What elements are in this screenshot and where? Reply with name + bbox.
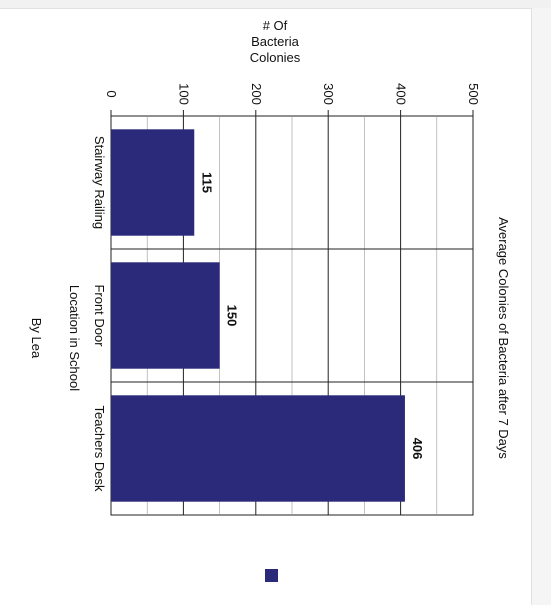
tick-label: 500 [466,83,481,105]
x-axis-title: Location in School [67,285,82,391]
tick-label: 200 [249,83,264,105]
tick-label: 400 [394,83,409,105]
legend-swatch [265,569,278,582]
data-label: 115 [199,172,214,193]
chart-title: Average Colonies of Bacteria after 7 Day… [496,217,511,459]
bar [111,129,195,236]
y-axis-title-line: # Of [262,18,288,33]
page-edge [531,8,551,605]
y-axis-title: # Of Bacteria Colonies [200,18,350,66]
chart-caption: By Lea [29,318,44,359]
bar [111,262,220,369]
tick-label: 300 [321,83,336,105]
bar [111,395,405,502]
tick-label: 0 [104,90,119,97]
y-axis-title-line: Colonies [249,50,301,65]
data-label: 406 [410,438,425,460]
data-label: 150 [225,305,240,327]
category-label: Teachers Desk [92,406,107,492]
y-axis-title-line: Bacteria [251,34,299,49]
category-label: Stairway Railing [92,136,107,229]
tick-label: 100 [176,83,191,105]
category-label: Front Door [92,284,107,347]
top-strip [0,0,551,9]
